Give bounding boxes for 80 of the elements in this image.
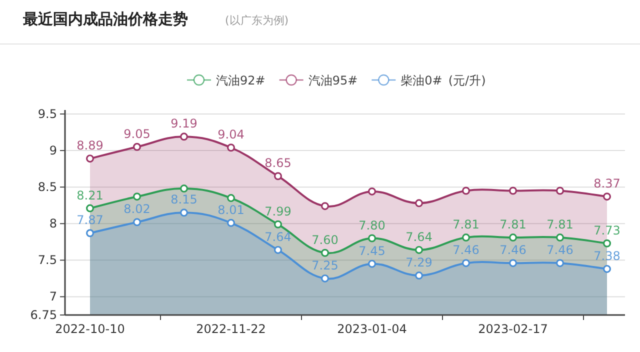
point: [368, 260, 376, 268]
data-label: 7.81: [546, 218, 574, 232]
point: [321, 274, 329, 282]
point: [227, 144, 235, 152]
y-axis-title: (元/升): [448, 74, 486, 88]
y-tick-label: 6.75: [30, 308, 57, 322]
data-label: 8.02: [124, 202, 150, 216]
y-tick-label: 8: [49, 216, 57, 231]
y-tick-label: 8.5: [38, 180, 57, 194]
data-label: 8.15: [170, 192, 198, 207]
data-label: 7.99: [264, 204, 292, 218]
point: [227, 194, 235, 202]
data-label: 8.37: [594, 176, 620, 191]
x-tick-label: 2022-10-10: [55, 322, 125, 336]
x-tick-label: 2023-02-17: [478, 322, 548, 336]
data-label: 7.64: [406, 230, 432, 244]
data-label: 7.81: [500, 218, 526, 232]
data-label: 7.38: [594, 248, 620, 263]
y-tick-label: 9: [49, 144, 57, 158]
data-label: 7.81: [452, 218, 480, 232]
y-tick-label: 7: [49, 290, 57, 304]
data-label: 8.21: [76, 188, 104, 202]
point: [462, 186, 470, 195]
legend-label: 汽油92#: [216, 74, 266, 88]
point: [462, 234, 470, 242]
point: [274, 220, 282, 228]
data-label: 7.46: [546, 243, 574, 258]
data-label: 8.89: [76, 138, 104, 153]
point: [462, 259, 470, 268]
point: [603, 192, 611, 201]
point: [321, 202, 329, 210]
data-label: 7.29: [406, 256, 432, 270]
point: [86, 154, 94, 163]
data-label: 7.45: [358, 244, 386, 258]
point: [509, 186, 517, 195]
data-label: 8.01: [218, 202, 244, 217]
point: [274, 246, 282, 254]
y-tick-label: 9.5: [38, 107, 57, 121]
x-tick-label: 2022-11-22: [196, 322, 266, 336]
point: [321, 248, 329, 257]
data-label: 7.80: [358, 218, 386, 232]
point: [180, 184, 188, 193]
data-label: 7.87: [76, 213, 104, 228]
data-label: 9.05: [124, 126, 150, 141]
data-label: 7.25: [312, 258, 338, 272]
point: [556, 186, 564, 195]
data-label: 8.65: [264, 156, 292, 170]
x-tick-label: 2023-01-04: [337, 322, 407, 336]
data-label: 7.64: [264, 230, 292, 244]
legend-label: 汽油95#: [308, 74, 358, 88]
point: [603, 239, 611, 248]
chart-subtitle: (以广东为例): [225, 14, 289, 27]
point: [415, 246, 423, 254]
chart-title: 最近国内成品油价格走势: [22, 10, 188, 28]
point: [180, 132, 188, 141]
point: [133, 218, 141, 226]
point: [415, 199, 423, 208]
data-label: 7.60: [312, 232, 338, 247]
data-label: 9.19: [170, 116, 198, 131]
data-label: 7.73: [594, 223, 620, 238]
point: [274, 172, 282, 180]
data-label: 7.46: [500, 243, 526, 258]
data-label: 7.46: [452, 243, 480, 258]
point: [86, 204, 94, 212]
point: [603, 264, 611, 273]
legend-label: 柴油0#: [400, 74, 442, 88]
point: [133, 192, 141, 201]
point: [227, 218, 235, 227]
point: [86, 229, 94, 238]
y-tick-label: 7.5: [38, 253, 57, 268]
point: [509, 259, 517, 268]
point: [133, 142, 141, 151]
point: [368, 187, 376, 196]
point: [368, 234, 376, 242]
point: [556, 259, 564, 268]
point: [509, 234, 517, 242]
point: [415, 272, 423, 280]
data-label: 9.04: [218, 128, 244, 142]
point: [180, 208, 188, 217]
point: [556, 234, 564, 242]
